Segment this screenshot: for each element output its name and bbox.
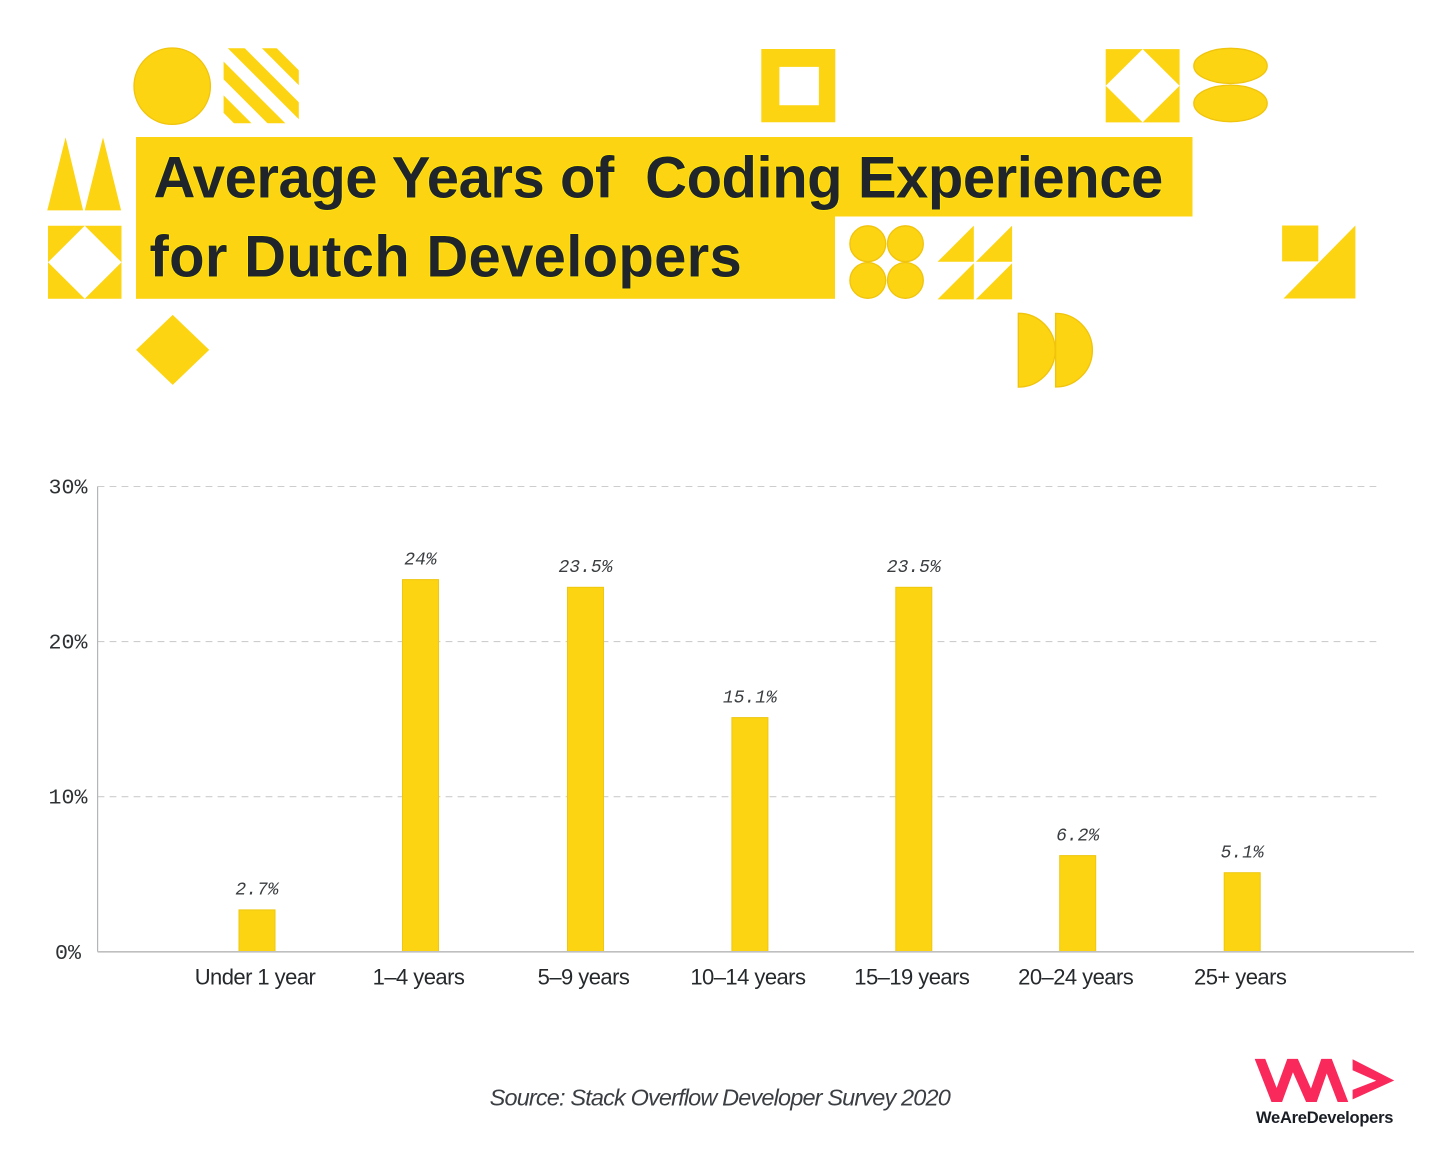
svg-text:6.2%: 6.2%	[1056, 826, 1100, 846]
svg-text:5.1%: 5.1%	[1221, 843, 1265, 863]
svg-text:15.1%: 15.1%	[723, 688, 778, 708]
svg-text:Average Years of Coding Exper: Average Years of Coding Experience	[154, 146, 1163, 211]
svg-text:20–24 years: 20–24 years	[1018, 964, 1134, 989]
svg-text:20%: 20%	[49, 631, 88, 655]
svg-text:24%: 24%	[404, 550, 438, 570]
svg-text:15–19 years: 15–19 years	[854, 964, 970, 989]
svg-text:10%: 10%	[49, 787, 88, 811]
svg-text:23.5%: 23.5%	[558, 558, 613, 578]
svg-text:30%: 30%	[49, 476, 88, 500]
svg-text:Source: Stack Overflow Develop: Source: Stack Overflow Developer Survey …	[490, 1085, 951, 1111]
svg-text:Under 1 year: Under 1 year	[195, 964, 316, 989]
svg-text:5–9 years: 5–9 years	[538, 964, 630, 989]
svg-text:WeAreDevelopers: WeAreDevelopers	[1256, 1109, 1393, 1127]
svg-text:for Dutch Developers: for Dutch Developers	[150, 224, 743, 289]
svg-text:1–4 years: 1–4 years	[373, 964, 465, 989]
svg-text:0%: 0%	[55, 942, 81, 966]
svg-text:25+ years: 25+ years	[1194, 964, 1287, 989]
svg-text:10–14 years: 10–14 years	[690, 964, 806, 989]
svg-text:2.7%: 2.7%	[235, 881, 279, 901]
svg-text:23.5%: 23.5%	[887, 558, 942, 578]
